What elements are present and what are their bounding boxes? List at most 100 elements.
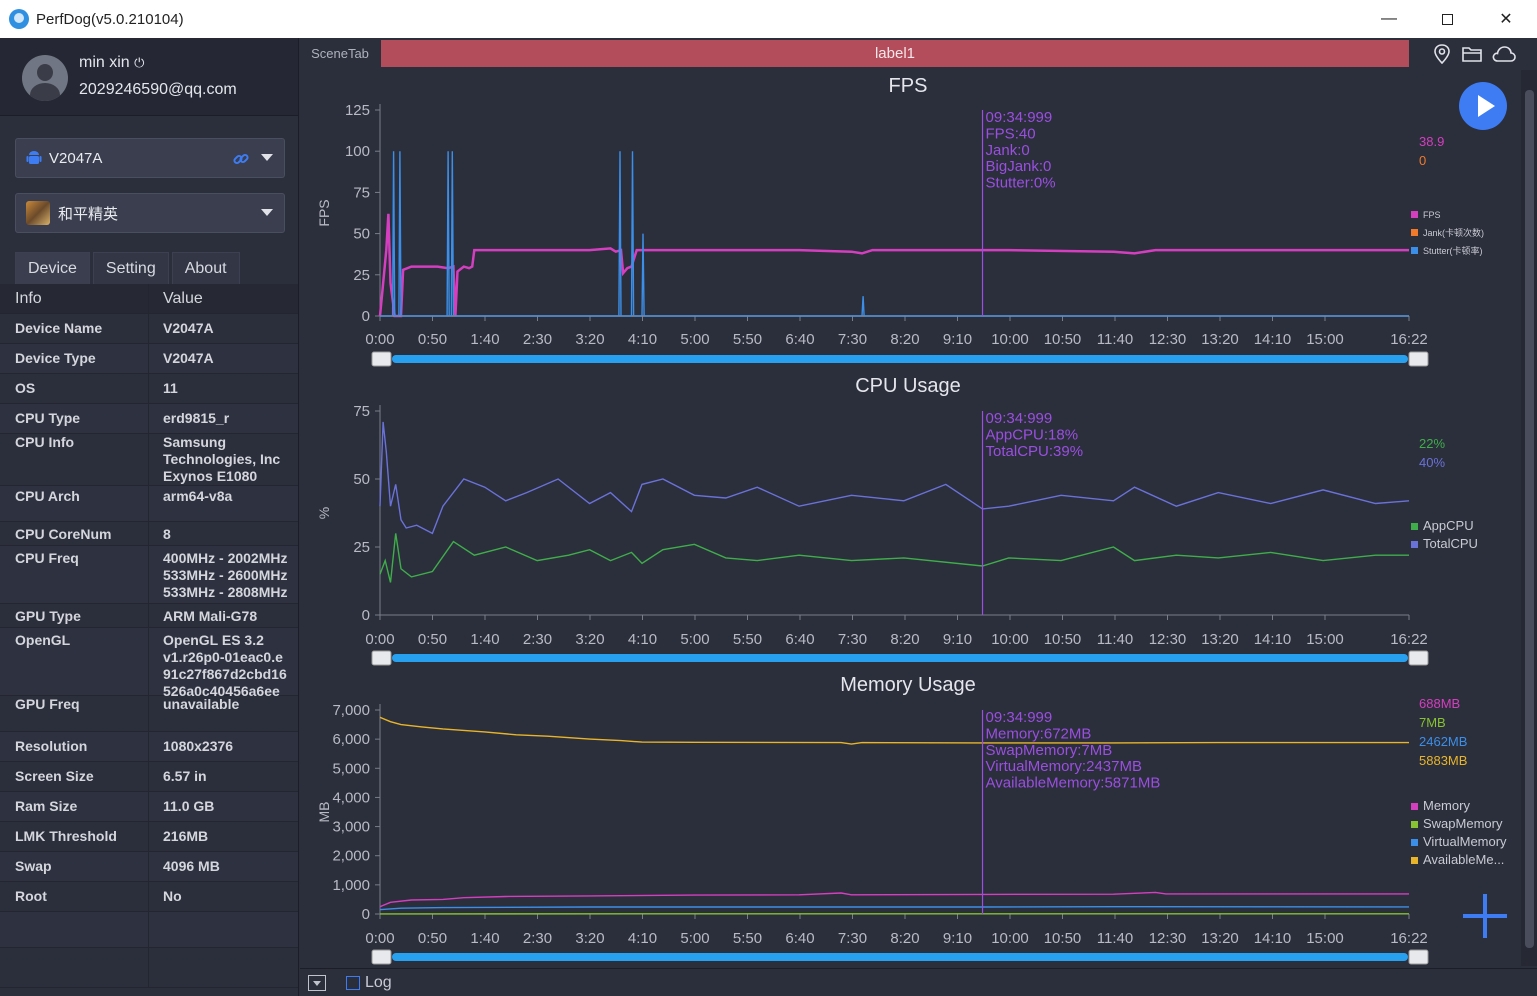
y-tick-label: 1,000 (332, 877, 370, 894)
legend-label: Stutter(卡顿率) (1423, 245, 1483, 256)
collapse-button[interactable] (308, 975, 326, 991)
maximize-icon (1441, 13, 1453, 25)
log-label: Log (365, 974, 392, 991)
legend-label: TotalCPU (1423, 536, 1478, 551)
table-row[interactable]: GPU Type ARM Mali-G78 (0, 604, 298, 628)
table-row[interactable]: CPU Freq 400MHz - 2002MHz 533MHz - 2600MH… (0, 546, 298, 604)
charts-area: FPS 0 25 50 75 100 125 FPS 0:00 0:50 1:40 2:30 3:20 4… (316, 75, 1507, 965)
x-tick-label: 12:30 (1149, 930, 1187, 947)
location-pin-icon[interactable] (1431, 43, 1453, 65)
link-icon[interactable] (232, 150, 250, 168)
table-row[interactable]: LMK Threshold 216MB (0, 822, 298, 852)
cursor-readout: 09:34:999 (986, 709, 1053, 726)
scrollbar-thumb[interactable] (1525, 90, 1534, 948)
current-value: 40% (1419, 455, 1445, 470)
device-select[interactable]: V2047A (15, 138, 285, 178)
row-value: arm64-v8a (163, 488, 233, 504)
y-tick-label: 100 (345, 143, 370, 160)
x-tick-label: 6:40 (785, 930, 814, 947)
table-row[interactable]: Swap 4096 MB (0, 852, 298, 882)
cursor-readout: 09:34:999 (986, 410, 1053, 427)
log-checkbox[interactable] (346, 976, 360, 990)
tab-setting[interactable]: Setting (92, 252, 169, 284)
perfdog-logo-icon (9, 9, 29, 29)
table-row[interactable]: Device Type V2047A (0, 344, 298, 374)
app-select[interactable]: 和平精英 (15, 193, 285, 233)
row-key: Device Name (15, 320, 103, 336)
power-icon[interactable]: ⏻ (134, 55, 145, 70)
table-row[interactable]: CPU Arch arm64-v8a (0, 486, 298, 522)
table-row[interactable]: CPU Info Samsung Technologies, Inc Exynos… (0, 434, 298, 486)
table-row[interactable]: CPU CoreNum 8 (0, 522, 298, 546)
x-tick-label: 12:30 (1149, 331, 1187, 348)
device-info-table: Info Value Device Name V2047A Device Type… (0, 284, 298, 988)
row-key: OpenGL (15, 632, 71, 648)
add-button[interactable] (1463, 894, 1507, 938)
table-row[interactable]: GPU Freq unavailable (0, 696, 298, 732)
minimize-button[interactable]: — (1366, 0, 1412, 38)
table-row[interactable]: Screen Size 6.57 in (0, 762, 298, 792)
device-select-value: V2047A (49, 149, 103, 167)
table-row[interactable]: OpenGL OpenGL ES 3.2 v1.r26p0-01eac0.e 91… (0, 628, 298, 699)
x-tick-label: 6:40 (785, 631, 814, 648)
close-button[interactable]: ✕ (1483, 0, 1529, 38)
table-row[interactable]: Device Name V2047A (0, 314, 298, 344)
x-tick-label: 2:30 (523, 331, 552, 348)
x-tick-label: 5:00 (680, 930, 709, 947)
x-tick-label: 5:50 (733, 331, 762, 348)
current-value: 2462MB (1419, 734, 1467, 749)
table-row[interactable]: CPU Type erd9815_r (0, 404, 298, 434)
legend-swatch (1411, 229, 1418, 236)
x-tick-label: 14:10 (1254, 631, 1292, 648)
maximize-button[interactable] (1424, 0, 1470, 38)
row-value: 6.57 in (163, 768, 207, 784)
cursor-readout: AvailableMemory:5871MB (986, 775, 1161, 792)
y-tick-label: 5,000 (332, 760, 370, 777)
x-tick-label: 0:50 (418, 331, 447, 348)
play-button[interactable] (1459, 82, 1507, 130)
x-tick-label: 14:10 (1254, 331, 1292, 348)
scene-label-bar[interactable]: label1 (381, 40, 1409, 67)
table-row[interactable]: OS 11 (0, 374, 298, 404)
series-line-availableme (379, 716, 1409, 745)
user-panel: min xin ⏻ 2029246590@qq.com (0, 38, 298, 116)
row-value: No (163, 888, 182, 904)
cursor-readout: 09:34:999 (986, 109, 1053, 126)
row-key: CPU Arch (15, 488, 80, 504)
x-tick-label: 2:30 (523, 631, 552, 648)
y-tick-label: 125 (345, 102, 370, 119)
row-key: Screen Size (15, 768, 94, 784)
row-value: ARM Mali-G78 (163, 608, 258, 624)
scene-tab[interactable]: SceneTab (300, 38, 380, 68)
user-name: min xin ⏻ (79, 54, 145, 71)
row-value: 4096 MB (163, 858, 220, 874)
series-line-memory (379, 891, 1409, 908)
tab-about[interactable]: About (171, 252, 240, 284)
legend-swatch (1411, 247, 1418, 254)
x-tick-label: 3:20 (575, 331, 604, 348)
chart-title: CPU Usage (855, 375, 961, 397)
cursor-readout: SwapMemory:7MB (986, 742, 1113, 759)
cloud-icon[interactable] (1491, 43, 1517, 65)
table-row[interactable]: Resolution 1080x2376 (0, 732, 298, 762)
chart-title: FPS (889, 75, 928, 97)
x-tick-label: 9:10 (943, 631, 972, 648)
range-slider-end-handle (1408, 650, 1429, 666)
cursor-readout: TotalCPU:39% (986, 443, 1084, 460)
row-key: CPU Info (15, 434, 75, 450)
app-select-value: 和平精英 (58, 205, 119, 223)
range-slider-track (392, 953, 1408, 961)
x-tick-label: 16:22 (1390, 331, 1428, 348)
folder-icon[interactable] (1461, 43, 1483, 65)
table-row[interactable]: Root No (0, 882, 298, 912)
table-header: Info Value (0, 284, 298, 314)
avatar[interactable] (22, 55, 68, 101)
y-tick-label: 50 (353, 471, 370, 488)
tab-device[interactable]: Device (15, 252, 90, 284)
close-icon: ✕ (1499, 11, 1513, 28)
x-tick-label: 15:00 (1306, 631, 1344, 648)
row-value: 400MHz - 2002MHz 533MHz - 2600MHz 533MHz… (163, 550, 288, 600)
x-tick-label: 10:00 (991, 331, 1029, 348)
table-row[interactable]: Ram Size 11.0 GB (0, 792, 298, 822)
vertical-scrollbar[interactable] (1521, 70, 1537, 966)
